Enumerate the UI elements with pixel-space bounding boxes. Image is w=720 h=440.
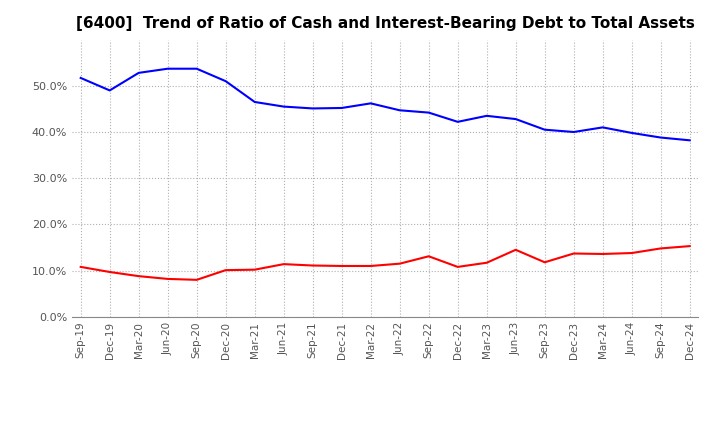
Cash [598,251,607,257]
Cash [570,251,578,256]
Interest-Bearing Debt [308,106,317,111]
Interest-Bearing Debt [598,125,607,130]
Cash [279,261,288,267]
Interest-Bearing Debt [482,113,491,118]
Interest-Bearing Debt [76,75,85,81]
Cash [657,246,665,251]
Interest-Bearing Debt [135,70,143,76]
Cash [366,263,375,268]
Title: [6400]  Trend of Ratio of Cash and Interest-Bearing Debt to Total Assets: [6400] Trend of Ratio of Cash and Intere… [76,16,695,32]
Interest-Bearing Debt [541,127,549,132]
Cash [685,243,694,249]
Cash [221,268,230,273]
Interest-Bearing Debt [454,119,462,125]
Interest-Bearing Debt [657,135,665,140]
Cash [482,260,491,265]
Interest-Bearing Debt [511,117,520,122]
Interest-Bearing Debt [163,66,172,71]
Interest-Bearing Debt [395,108,404,113]
Interest-Bearing Debt [251,99,259,105]
Line: Cash: Cash [81,246,690,280]
Cash [105,269,114,275]
Interest-Bearing Debt [627,130,636,136]
Interest-Bearing Debt [221,78,230,84]
Cash [511,247,520,253]
Interest-Bearing Debt [192,66,201,71]
Cash [135,274,143,279]
Interest-Bearing Debt [105,88,114,93]
Interest-Bearing Debt [685,138,694,143]
Cash [541,260,549,265]
Interest-Bearing Debt [279,104,288,109]
Cash [163,276,172,282]
Cash [192,277,201,282]
Line: Interest-Bearing Debt: Interest-Bearing Debt [81,69,690,140]
Interest-Bearing Debt [338,105,346,110]
Cash [627,250,636,256]
Cash [454,264,462,270]
Cash [424,253,433,259]
Cash [338,263,346,268]
Interest-Bearing Debt [424,110,433,115]
Cash [395,261,404,266]
Interest-Bearing Debt [570,129,578,135]
Cash [251,267,259,272]
Cash [76,264,85,270]
Cash [308,263,317,268]
Interest-Bearing Debt [366,101,375,106]
